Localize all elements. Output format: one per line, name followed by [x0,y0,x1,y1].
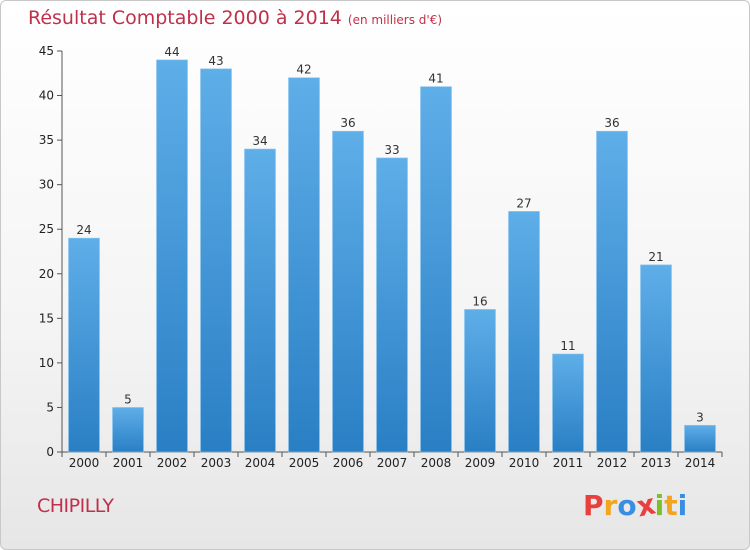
x-tick-label-2000: 2000 [69,456,100,470]
data-label-2012: 36 [604,116,619,130]
data-label-2000: 24 [76,223,91,237]
data-label-2010: 27 [516,196,531,210]
x-tick-label-2002: 2002 [157,456,188,470]
logo-letter: i [677,489,688,522]
bar-2012 [596,130,628,453]
y-tick-label: 35 [39,133,54,147]
x-tick-label-2004: 2004 [245,456,276,470]
data-label-2005: 42 [296,63,311,77]
y-tick-label: 15 [39,311,54,325]
y-tick-label: 30 [39,178,54,192]
x-tick-label-2006: 2006 [333,456,364,470]
bar-2004 [244,148,276,453]
bar-2000 [68,237,100,453]
bar-2007 [376,157,408,453]
bar-2003 [200,68,232,453]
data-label-2014: 3 [696,410,704,424]
x-tick-label-2008: 2008 [421,456,452,470]
logo-letter: t [664,489,678,522]
data-label-2009: 16 [472,294,487,308]
x-tick-label-2012: 2012 [597,456,628,470]
x-tick-label-2014: 2014 [685,456,716,470]
data-label-2001: 5 [124,392,132,406]
y-tick-label: 10 [39,356,54,370]
chart-subtitle: (en milliers d'€) [347,13,443,27]
y-tick-label: 45 [39,44,54,58]
logo-letter: o [617,489,637,522]
bar-2006 [332,130,364,453]
bar-2009 [464,309,496,453]
data-label-2004: 34 [252,134,267,148]
bar-2001 [112,407,144,453]
x-tick-label-2007: 2007 [377,456,408,470]
y-tick-label: 25 [39,222,54,236]
y-tick-label: 0 [46,445,54,459]
logo-letter: i [654,489,665,522]
bar-2013 [640,264,672,453]
x-tick-label-2011: 2011 [553,456,584,470]
x-tick-label-2001: 2001 [113,456,144,470]
bar-2002 [156,59,188,453]
x-tick-label-2010: 2010 [509,456,540,470]
x-tick-label-2003: 2003 [201,456,232,470]
data-label-2011: 11 [560,339,575,353]
bar-2010 [508,211,540,453]
commune-name: CHIPILLY [37,495,114,517]
data-label-2003: 43 [208,54,223,68]
logo-letter: r [603,489,618,522]
proxiti-logo[interactable]: Proxiti [583,487,688,523]
logo-letter: P [583,489,604,522]
y-tick-label: 20 [39,267,54,281]
x-tick-label-2013: 2013 [641,456,672,470]
x-tick-label-2009: 2009 [465,456,496,470]
bar-2005 [288,77,320,453]
bar-2008 [420,86,452,453]
bar-2014 [684,424,716,453]
title-text: Résultat Comptable 2000 à 2014 [28,7,342,29]
data-label-2008: 41 [428,72,443,86]
y-tick-label: 40 [39,89,54,103]
x-tick-label-2005: 2005 [289,456,320,470]
bar-2011 [552,353,584,453]
chart-title: Résultat Comptable 2000 à 2014 (en millie… [28,7,442,29]
data-label-2006: 36 [340,116,355,130]
y-tick-label: 5 [46,400,54,414]
data-label-2002: 44 [164,45,179,59]
data-label-2013: 21 [648,250,663,264]
data-label-2007: 33 [384,143,399,157]
